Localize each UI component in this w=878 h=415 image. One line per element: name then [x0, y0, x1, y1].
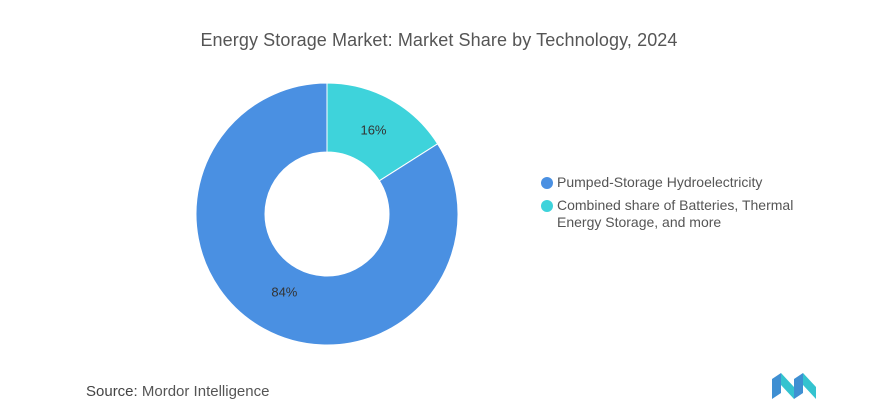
mordor-logo-icon — [772, 373, 816, 399]
slice-label-pumped-storage: 84% — [271, 285, 297, 300]
slice-pumped-storage[interactable] — [195, 82, 459, 346]
legend-item-combined-share[interactable]: Combined share of Batteries, Thermal Ene… — [541, 197, 841, 231]
slice-label-combined-share: 16% — [360, 122, 386, 137]
source-note: Source: Mordor Intelligence — [86, 383, 269, 400]
legend-label-pumped-storage: Pumped-Storage Hydroelectricity — [557, 174, 763, 190]
legend-swatch-pumped-storage — [541, 177, 553, 189]
chart-title: Energy Storage Market: Market Share by T… — [200, 30, 678, 50]
legend-item-pumped-storage[interactable]: Pumped-Storage Hydroelectricity — [541, 174, 841, 191]
source-label: Source: — [86, 383, 138, 400]
legend-swatch-combined-share — [541, 200, 553, 212]
legend-label-combined-share: Combined share of Batteries, Thermal Ene… — [557, 197, 794, 230]
legend: Pumped-Storage Hydroelectricity Combined… — [541, 174, 841, 237]
source-value: Mordor Intelligence — [141, 383, 270, 400]
